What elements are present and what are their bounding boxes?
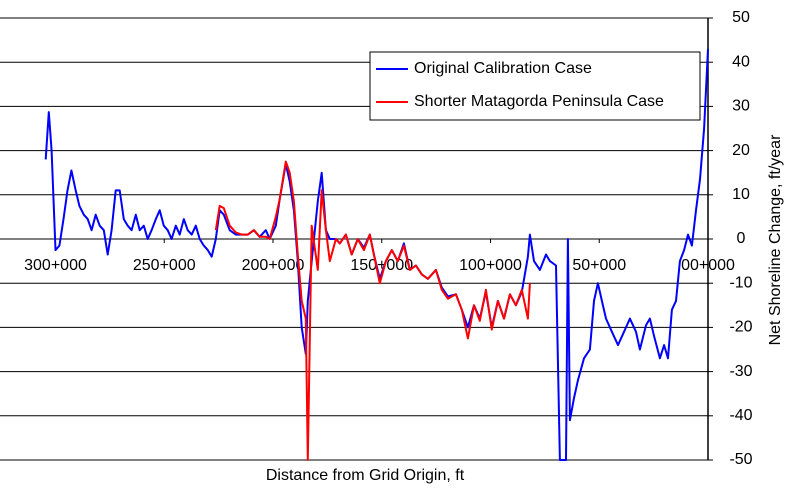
y-tick-label: 20 (732, 142, 750, 159)
x-axis-title: Distance from Grid Origin, ft (266, 467, 465, 484)
y-tick-label: 40 (732, 53, 750, 70)
y-axis-title: Net Shoreline Change, ft/year (767, 134, 784, 345)
x-tick-label: 200+000 (242, 257, 305, 274)
y-tick-label: -20 (729, 319, 752, 336)
legend: Original Calibration Case Shorter Matagor… (369, 51, 701, 121)
x-tick-label: 00+000 (681, 257, 735, 274)
y-tick-label: 0 (737, 230, 746, 247)
y-tick-label: 30 (732, 98, 750, 115)
y-tick-label: -50 (729, 451, 752, 468)
legend-box (369, 51, 701, 121)
y-tick-label: -10 (729, 274, 752, 291)
y-tick-label: 50 (732, 9, 750, 26)
x-tick-label: 50+000 (572, 257, 626, 274)
y-tick-label: 10 (732, 186, 750, 203)
x-tick-label: 300+000 (24, 257, 87, 274)
legend-label: Shorter Matagorda Peninsula Case (414, 93, 664, 110)
series-line (214, 160, 531, 461)
x-tick-label: 250+000 (133, 257, 196, 274)
legend-label: Original Calibration Case (414, 60, 592, 77)
y-tick-label: -30 (729, 363, 752, 380)
y-tick-label: -40 (729, 407, 752, 424)
x-tick-label: 100+000 (459, 257, 522, 274)
